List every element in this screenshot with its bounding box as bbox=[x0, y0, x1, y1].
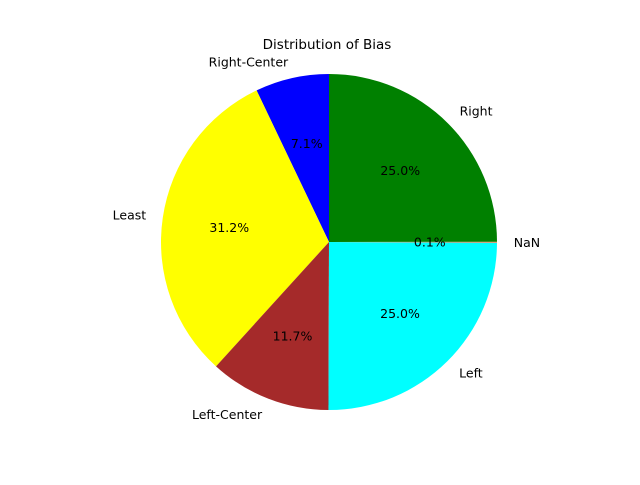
pie-slice-left bbox=[328, 242, 497, 410]
slice-pct-label-right-center: 7.1% bbox=[291, 136, 323, 151]
slice-pct-label-left-center: 11.7% bbox=[273, 328, 313, 343]
slice-pct-label-right: 25.0% bbox=[380, 163, 420, 178]
slice-label-least: Least bbox=[113, 208, 147, 223]
slice-label-right-center: Right-Center bbox=[209, 54, 289, 69]
pie-slice-least bbox=[161, 90, 329, 367]
slice-label-nan: NaN bbox=[514, 235, 540, 250]
slice-label-left: Left bbox=[459, 366, 483, 381]
pie-slice-left-center bbox=[216, 242, 329, 410]
pie-slice-nan bbox=[329, 241, 497, 243]
slice-pct-label-least: 31.2% bbox=[209, 220, 249, 235]
pie-slice-right bbox=[329, 74, 497, 242]
pie-slices bbox=[161, 74, 497, 410]
slice-label-left-center: Left-Center bbox=[192, 407, 263, 422]
slice-label-right: Right bbox=[460, 104, 493, 119]
slice-pct-label-left: 25.0% bbox=[380, 306, 420, 321]
slice-pct-label-nan: 0.1% bbox=[414, 235, 446, 250]
pie-labels: Right-Center 7.1% Least 31.2% Left-Center 11.… bbox=[113, 54, 541, 422]
chart-title: Distribution of Bias bbox=[263, 37, 392, 53]
pie-slice-right-center bbox=[256, 74, 329, 242]
